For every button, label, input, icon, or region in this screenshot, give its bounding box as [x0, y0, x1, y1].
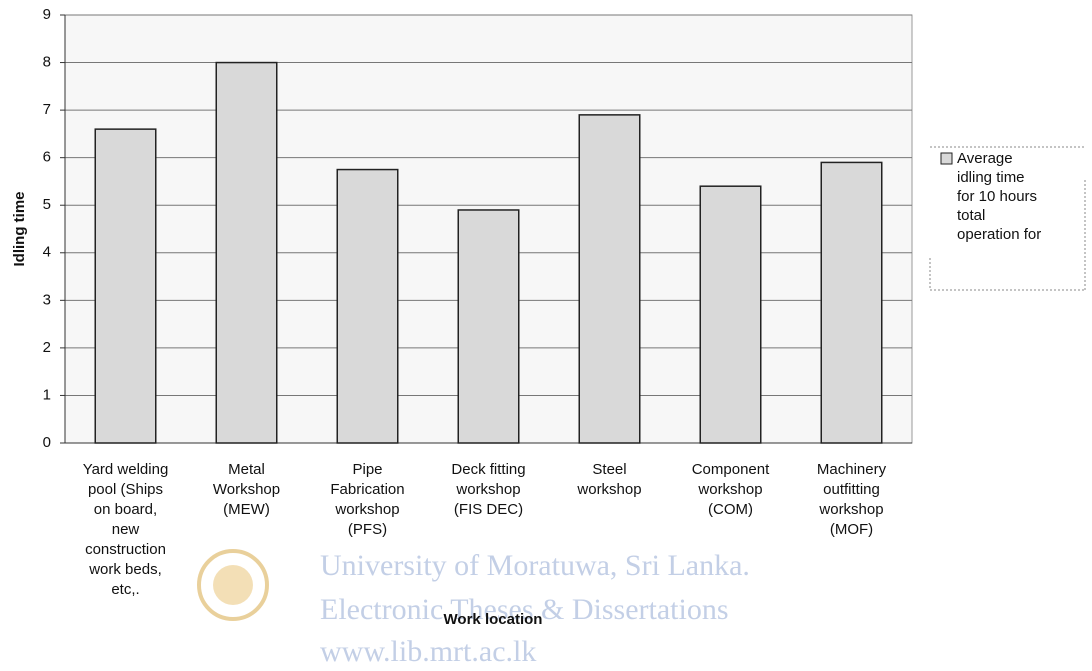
y-tick-label: 4 — [43, 244, 51, 261]
watermark: University of Moratuwa, Sri Lanka. — [320, 549, 750, 582]
y-tick-label: 6 — [43, 149, 51, 166]
watermark: Electronic Theses & Dissertations — [320, 593, 729, 626]
logo — [197, 549, 269, 621]
bar — [578, 114, 641, 444]
x-axis-label: Work location — [444, 611, 543, 628]
y-tick-label: 9 — [43, 6, 51, 23]
bar — [215, 61, 278, 444]
x-tick-label: Machinery outfitting workshop (MOF) — [817, 461, 887, 538]
legend-swatch — [940, 152, 953, 165]
legend-label: Average idling time for 10 hours total opera… — [957, 150, 1041, 243]
y-axis-label: Idling time — [11, 192, 28, 267]
x-tick-label: Pipe Fabrication workshop (PFS) — [330, 461, 404, 538]
y-tick-label: 8 — [43, 54, 51, 71]
y-tick-label: 0 — [43, 434, 51, 451]
x-tick-label: Deck fitting workshop (FIS DEC) — [451, 461, 525, 518]
x-tick-label: Component workshop (COM) — [692, 461, 770, 518]
bar — [820, 161, 883, 444]
y-tick-label: 5 — [43, 196, 51, 213]
legend-frame — [929, 146, 1086, 291]
x-tick-label: Metal Workshop (MEW) — [213, 461, 280, 518]
bar — [699, 185, 762, 444]
y-tick-label: 3 — [43, 291, 51, 308]
x-tick-label: Yard welding pool (Ships on board, new const… — [83, 461, 169, 598]
bar — [336, 168, 399, 444]
y-tick-label: 2 — [43, 339, 51, 356]
y-tick-label: 1 — [43, 386, 51, 403]
x-tick-label: Steel workshop — [576, 461, 641, 498]
watermark: www.lib.mrt.ac.lk — [320, 635, 536, 668]
bar — [94, 128, 157, 444]
bar — [457, 209, 520, 444]
y-tick-label: 7 — [43, 101, 51, 118]
